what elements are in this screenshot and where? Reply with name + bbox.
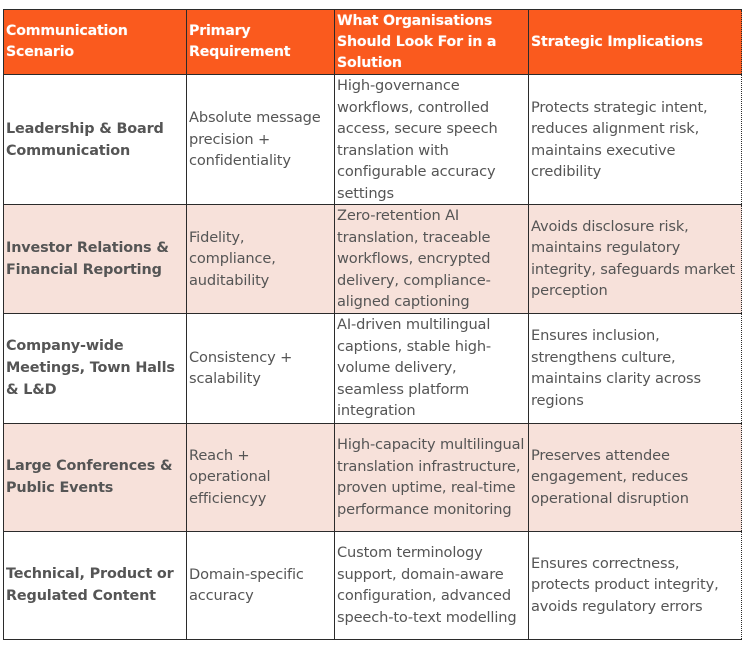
implications-cell: Ensures inclusion, strengthens culture, … — [528, 312, 742, 424]
table-row: Investor Relations & Financial Reporting… — [3, 204, 742, 314]
header-solution-criteria: What Organisations Should Look For in a … — [334, 9, 529, 75]
solution-cell: High-governance workflows, controlled ac… — [334, 74, 529, 205]
implications-cell: Ensures correctness, protects product in… — [528, 530, 742, 640]
implications-cell: Protects strategic intent, reduces align… — [528, 74, 742, 205]
header-primary-requirement: Primary Requirement — [186, 9, 335, 75]
solution-cell: Custom terminology support, domain-aware… — [334, 530, 529, 640]
header-row: Communication Scenario Primary Requireme… — [3, 9, 742, 75]
table-header: Communication Scenario Primary Requireme… — [3, 9, 742, 75]
requirement-cell: Consistency + scalability — [186, 312, 335, 424]
solution-cell: AI-driven multilingual captions, stable … — [334, 312, 529, 424]
scenario-cell: Large Conferences & Public Events — [3, 422, 187, 532]
solution-cell: Zero-retention AI translation, traceable… — [334, 204, 529, 314]
table-row: Company-wide Meetings, Town Halls & L&D … — [3, 312, 742, 424]
table-body: Leadership & Board Communication Absolut… — [3, 74, 742, 640]
table-row: Technical, Product or Regulated Content … — [3, 530, 742, 640]
scenario-cell: Leadership & Board Communication — [3, 74, 187, 205]
requirement-cell: Fidelity, compliance, auditability — [186, 204, 335, 314]
implications-cell: Avoids disclosure risk, maintains regula… — [528, 204, 742, 314]
header-strategic-implications: Strategic Implications — [528, 9, 742, 75]
table-row: Large Conferences & Public Events Reach … — [3, 422, 742, 532]
solution-cell: High-capacity multilingual translation i… — [334, 422, 529, 532]
requirement-cell: Domain-specific accuracy — [186, 530, 335, 640]
requirement-cell: Absolute message precision + confidentia… — [186, 74, 335, 205]
scenario-cell: Technical, Product or Regulated Content — [3, 530, 187, 640]
table-row: Leadership & Board Communication Absolut… — [3, 74, 742, 205]
header-communication-scenario: Communication Scenario — [3, 9, 187, 75]
communication-scenarios-table-container: Communication Scenario Primary Requireme… — [3, 9, 742, 640]
implications-cell: Preserves attendee engagement, reduces o… — [528, 422, 742, 532]
scenario-cell: Investor Relations & Financial Reporting — [3, 204, 187, 314]
requirement-cell: Reach + operational efficiencyy — [186, 422, 335, 532]
scenario-cell: Company-wide Meetings, Town Halls & L&D — [3, 312, 187, 424]
communication-scenarios-table: Communication Scenario Primary Requireme… — [3, 9, 742, 640]
